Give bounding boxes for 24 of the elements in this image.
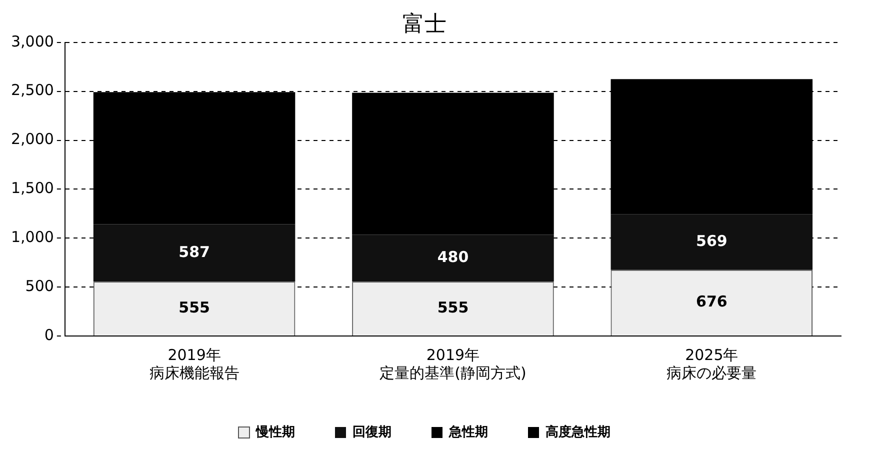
y-tick-label: 1,500 — [10, 179, 54, 198]
legend-label: 急性期 — [448, 424, 488, 440]
legend-label: 慢性期 — [255, 424, 295, 440]
chart-title: 富士 — [402, 12, 446, 37]
data-label: 569 — [696, 232, 728, 250]
data-label: 587 — [178, 242, 210, 261]
y-tick-label: 1,000 — [10, 228, 54, 246]
data-label: 555 — [178, 298, 210, 316]
data-label: 555 — [437, 298, 469, 316]
x-tick-label: 2019年定量的基準(静岡方式) — [380, 346, 526, 382]
y-tick-label: 3,000 — [10, 32, 54, 50]
data-label: 480 — [437, 248, 469, 266]
y-tick-label: 2,500 — [10, 81, 54, 100]
bar — [352, 234, 554, 282]
legend-label: 高度急性期 — [546, 424, 610, 440]
y-tick-label: 2,000 — [10, 130, 54, 148]
bar — [93, 224, 296, 282]
x-tick-label: 2025年病床の必要量 — [666, 346, 757, 382]
data-label: 676 — [696, 292, 728, 311]
y-tick-label: 500 — [25, 276, 54, 295]
x-tick-label: 2019年病床機能報告 — [149, 346, 240, 382]
y-tick-label: 0 — [44, 326, 54, 344]
legend-label: 回復期 — [352, 424, 392, 440]
bar — [610, 214, 813, 270]
